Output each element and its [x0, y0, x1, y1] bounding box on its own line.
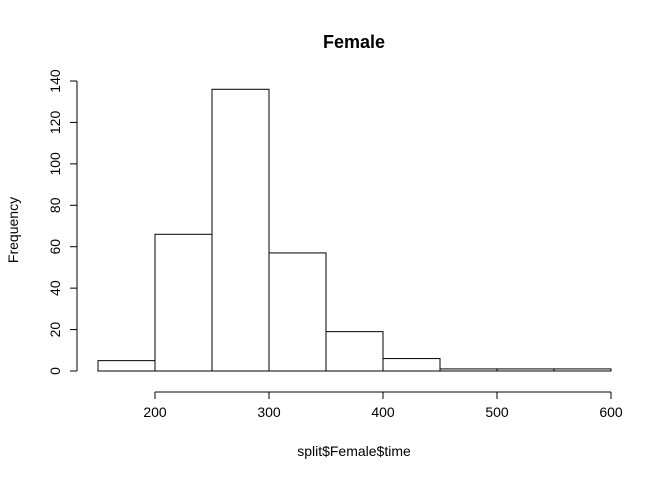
y-axis-label: Frequency: [5, 197, 21, 263]
y-tick-label: 20: [47, 322, 63, 338]
y-tick-label: 120: [47, 111, 63, 135]
y-axis: 0 20 40 60 80 100 120 140: [47, 69, 78, 375]
x-tick-label: 500: [485, 404, 509, 420]
x-tick-label: 600: [599, 404, 623, 420]
bars-group: [97, 88, 612, 372]
y-tick-label: 140: [47, 69, 63, 93]
chart-title: Female: [323, 32, 385, 52]
x-tick-label: 400: [371, 404, 395, 420]
histogram-bar: [439, 368, 498, 372]
histogram-bar: [97, 360, 156, 372]
x-axis: 200 300 400 500 600: [143, 391, 623, 420]
histogram-bar: [211, 88, 270, 372]
histogram-bar: [496, 368, 555, 372]
y-tick-label: 0: [47, 367, 63, 375]
histogram-bar: [268, 252, 327, 372]
x-tick-label: 200: [143, 404, 167, 420]
x-tick-label: 300: [257, 404, 281, 420]
histogram-bar: [382, 358, 441, 372]
histogram-bar: [553, 368, 612, 372]
x-axis-label: split$Female$time: [297, 443, 411, 459]
y-tick-label: 100: [47, 152, 63, 176]
y-tick-label: 40: [47, 280, 63, 296]
y-tick-label: 60: [47, 239, 63, 255]
histogram-bar: [325, 331, 384, 372]
histogram-bar: [154, 233, 213, 372]
y-tick-label: 80: [47, 197, 63, 213]
